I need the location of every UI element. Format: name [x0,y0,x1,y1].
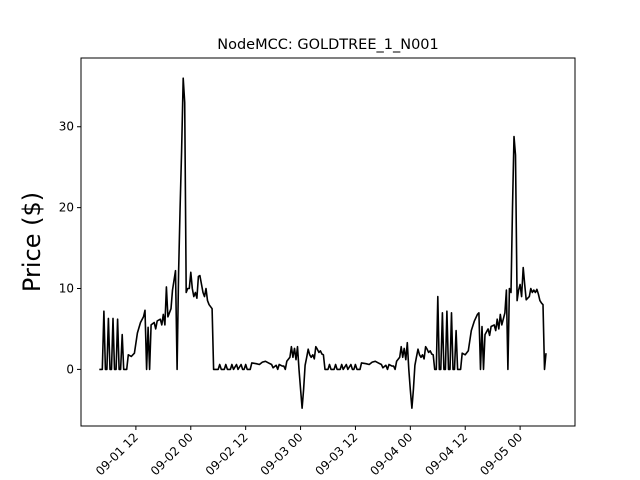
price-series-line [99,77,547,410]
y-tick-label: 20 [59,201,74,215]
chart-title: NodeMCC: GOLDTREE_1_N001 [217,37,439,53]
y-tick-label: 10 [59,282,74,296]
plot-frame [80,57,576,427]
y-tick-label: 30 [59,120,74,134]
y-tick-label: 0 [66,362,74,376]
y-axis-label: Price ($) [18,192,46,292]
